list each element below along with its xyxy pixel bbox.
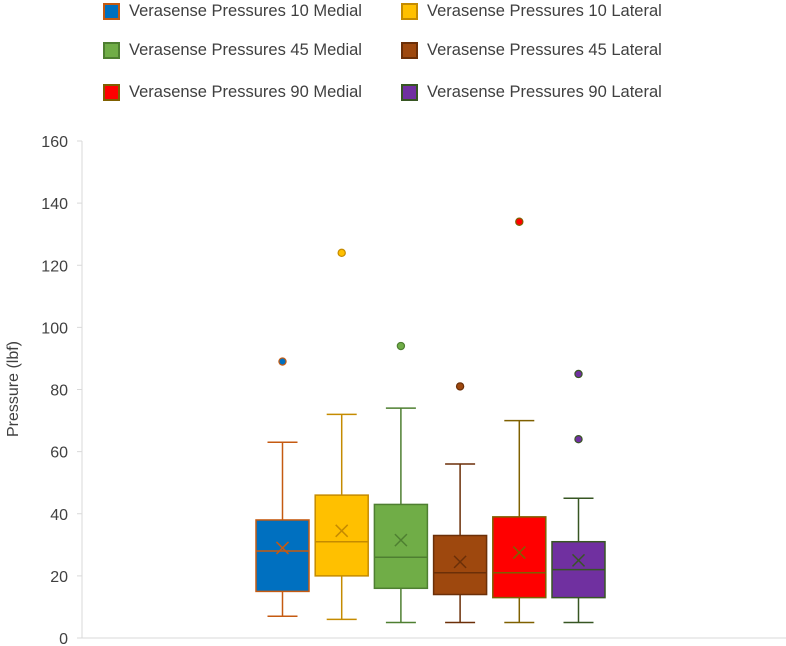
y-tick-label: 120 xyxy=(41,258,68,275)
outlier-point xyxy=(396,341,406,351)
legend-label: Verasense Pressures 10 Medial xyxy=(129,1,362,20)
box-1 xyxy=(255,357,310,618)
y-tick-label: 40 xyxy=(50,507,68,524)
legend-item: Verasense Pressures 90 Lateral xyxy=(401,81,662,103)
iqr-box xyxy=(492,516,547,599)
y-tick-label: 160 xyxy=(41,134,68,151)
iqr-box xyxy=(314,494,369,577)
outlier-point xyxy=(574,435,583,444)
y-tick-label: 100 xyxy=(41,320,68,337)
y-tick-label: 60 xyxy=(50,445,68,462)
legend-label: Verasense Pressures 45 Medial xyxy=(129,40,362,59)
outlier-point xyxy=(278,357,287,366)
legend-label: Verasense Pressures 45 Lateral xyxy=(427,40,662,59)
mean-marker xyxy=(394,533,408,547)
box-2 xyxy=(314,248,369,621)
box-4 xyxy=(432,382,488,624)
iqr-box xyxy=(432,534,488,596)
legend-item: Verasense Pressures 90 Medial xyxy=(103,81,362,103)
box-6 xyxy=(551,369,606,624)
legend-item: Verasense Pressures 45 Medial xyxy=(103,39,362,61)
y-tick-label: 80 xyxy=(50,383,68,400)
legend-label: Verasense Pressures 10 Lateral xyxy=(427,1,662,20)
legend-swatch xyxy=(103,2,120,20)
legend-swatch xyxy=(401,41,418,59)
legend-item: Verasense Pressures 10 Lateral xyxy=(401,0,662,22)
outlier-point xyxy=(455,382,465,391)
legend-item: Verasense Pressures 45 Lateral xyxy=(401,39,662,61)
y-tick-label: 0 xyxy=(59,631,68,646)
legend-item: Verasense Pressures 10 Medial xyxy=(103,0,362,22)
legend-swatch xyxy=(103,41,120,59)
y-tick-label: 140 xyxy=(41,196,68,213)
plot-axes: 0 20 40 60 80 100 120 140 160 xyxy=(41,134,786,646)
legend-swatch xyxy=(401,83,418,101)
outlier-point xyxy=(515,217,524,226)
mean-marker xyxy=(571,553,586,567)
legend-label: Verasense Pressures 90 Lateral xyxy=(427,82,662,101)
legend-swatch xyxy=(401,2,418,20)
mean-marker xyxy=(335,524,349,538)
y-axis-label: Pressure (lbf) xyxy=(5,341,22,437)
chart-legend: Verasense Pressures 10 Medial Verasense P… xyxy=(0,0,786,110)
legend-swatch xyxy=(103,83,120,101)
mean-marker xyxy=(453,555,467,569)
box-5 xyxy=(492,217,547,624)
box-3 xyxy=(373,341,429,624)
outlier-point xyxy=(574,369,583,379)
iqr-box xyxy=(373,503,429,590)
box-series-group xyxy=(255,217,606,624)
mean-marker xyxy=(512,546,526,560)
iqr-box xyxy=(255,519,310,593)
mean-marker xyxy=(275,541,290,555)
y-tick-label: 20 xyxy=(50,569,68,586)
outlier-point xyxy=(337,248,346,258)
legend-label: Verasense Pressures 90 Medial xyxy=(129,82,362,101)
